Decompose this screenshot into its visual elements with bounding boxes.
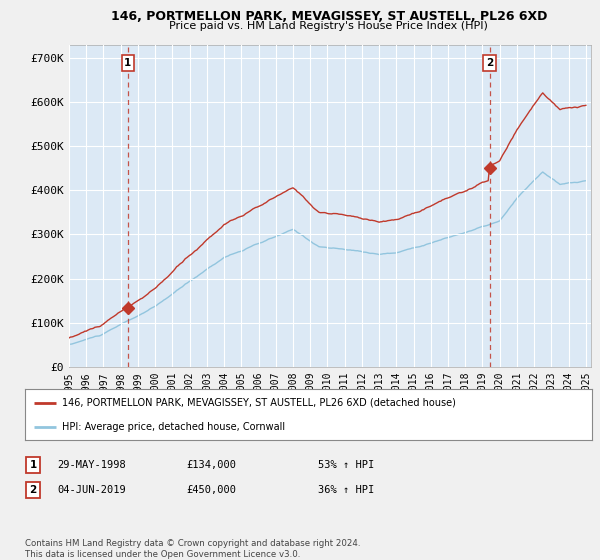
Text: 53% ↑ HPI: 53% ↑ HPI — [318, 460, 374, 470]
Text: £450,000: £450,000 — [186, 485, 236, 495]
Text: 29-MAY-1998: 29-MAY-1998 — [57, 460, 126, 470]
Text: 36% ↑ HPI: 36% ↑ HPI — [318, 485, 374, 495]
Text: 04-JUN-2019: 04-JUN-2019 — [57, 485, 126, 495]
Text: 146, PORTMELLON PARK, MEVAGISSEY, ST AUSTELL, PL26 6XD (detached house): 146, PORTMELLON PARK, MEVAGISSEY, ST AUS… — [62, 398, 456, 408]
Text: 1: 1 — [29, 460, 37, 470]
Text: 2: 2 — [486, 58, 493, 68]
Text: Contains HM Land Registry data © Crown copyright and database right 2024.
This d: Contains HM Land Registry data © Crown c… — [25, 539, 361, 559]
Text: 146, PORTMELLON PARK, MEVAGISSEY, ST AUSTELL, PL26 6XD: 146, PORTMELLON PARK, MEVAGISSEY, ST AUS… — [110, 10, 547, 22]
Text: HPI: Average price, detached house, Cornwall: HPI: Average price, detached house, Corn… — [62, 422, 285, 432]
Text: £134,000: £134,000 — [186, 460, 236, 470]
Text: 2: 2 — [29, 485, 37, 495]
Text: 1: 1 — [124, 58, 131, 68]
Text: Price paid vs. HM Land Registry's House Price Index (HPI): Price paid vs. HM Land Registry's House … — [169, 21, 488, 31]
